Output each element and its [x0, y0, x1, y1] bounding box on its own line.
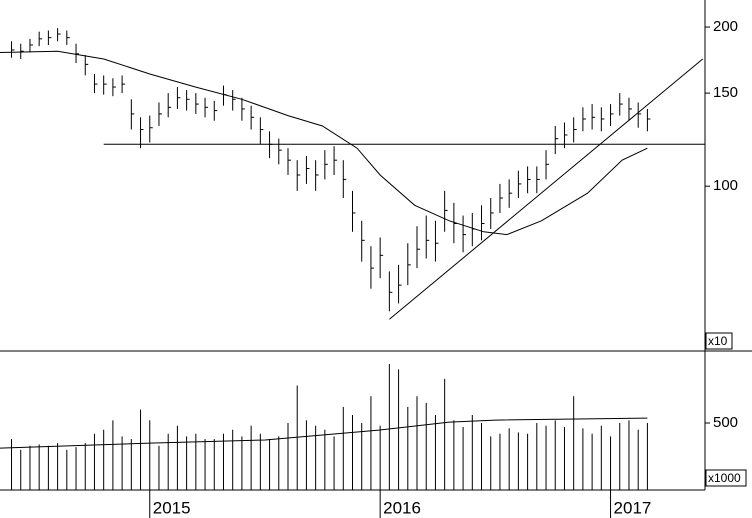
moving-average [0, 417, 648, 449]
x-tick-label: 2017 [614, 498, 652, 517]
y-tick-label: 200 [713, 18, 738, 35]
unit-box [705, 469, 747, 487]
volume-unit-label: x1000 [708, 471, 741, 485]
y-tick-label: 500 [713, 414, 738, 431]
y-tick-label: 100 [713, 177, 738, 194]
moving-average [0, 50, 648, 236]
price-unit-label: x10 [708, 334, 728, 348]
x-tick-label: 2015 [153, 498, 191, 517]
y-tick-label: 150 [713, 84, 738, 101]
trend-line [389, 58, 704, 320]
x-tick-label: 2016 [383, 498, 421, 517]
unit-box [705, 332, 733, 350]
